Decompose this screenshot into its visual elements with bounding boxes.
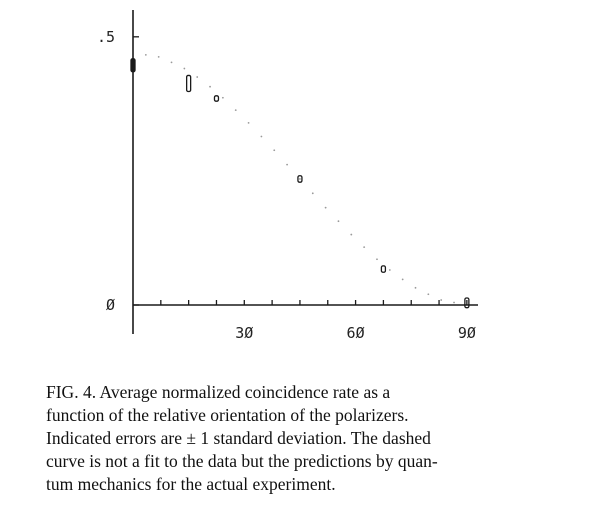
y-tick-label: Ø — [106, 296, 115, 314]
prediction-dash — [388, 269, 391, 271]
prediction-dash — [196, 76, 199, 78]
prediction-dash — [350, 233, 353, 236]
tick-labels: 3Ø 6Ø 9Ø Ø .5 — [97, 28, 476, 342]
data-points — [130, 58, 470, 309]
x-tick-label: 3Ø — [235, 324, 253, 342]
data-point — [130, 58, 136, 73]
prediction-dash — [453, 301, 455, 304]
prediction-dash — [247, 121, 250, 124]
prediction-dash — [337, 220, 340, 223]
prediction-dash — [427, 293, 430, 296]
chart-axes — [132, 10, 478, 334]
prediction-dash — [183, 67, 186, 70]
prediction-dash — [273, 149, 276, 152]
x-tick-label: 6Ø — [347, 324, 365, 342]
caption-line: tum mechanics for the actual experiment. — [46, 474, 336, 494]
prediction-dash — [260, 135, 263, 138]
data-point — [464, 297, 470, 309]
prediction-dash — [170, 61, 173, 64]
caption-line: FIG. 4. Average normalized coincidence r… — [46, 382, 391, 402]
prediction-dash — [299, 178, 301, 180]
prediction-dash — [414, 286, 417, 289]
prediction-dash — [234, 109, 237, 111]
data-point — [380, 265, 387, 273]
prediction-dash — [363, 246, 366, 249]
prediction-dash — [440, 299, 443, 301]
prediction-dash — [376, 258, 378, 261]
caption-line: curve is not a fit to the data but the p… — [46, 451, 438, 471]
data-point — [297, 175, 303, 183]
y-tick-label: .5 — [97, 28, 115, 46]
figure-caption: FIG. 4. Average normalized coincidence r… — [46, 381, 586, 496]
caption-line: function of the relative orientation of … — [46, 405, 409, 425]
coincidence-rate-chart: 3Ø 6Ø 9Ø Ø .5 — [97, 10, 478, 342]
prediction-dash — [311, 192, 314, 195]
x-tick-label: 9Ø — [458, 324, 476, 342]
prediction-curve — [144, 53, 455, 304]
prediction-dash — [324, 206, 327, 209]
data-point — [213, 95, 220, 102]
caption-line: Indicated errors are ± 1 standard deviat… — [46, 428, 431, 448]
prediction-dash — [286, 163, 288, 166]
prediction-dash — [209, 85, 211, 88]
prediction-dash — [221, 96, 224, 99]
prediction-dash — [401, 278, 404, 281]
prediction-dash — [144, 53, 147, 56]
data-point — [185, 74, 192, 93]
prediction-dash — [157, 55, 160, 58]
